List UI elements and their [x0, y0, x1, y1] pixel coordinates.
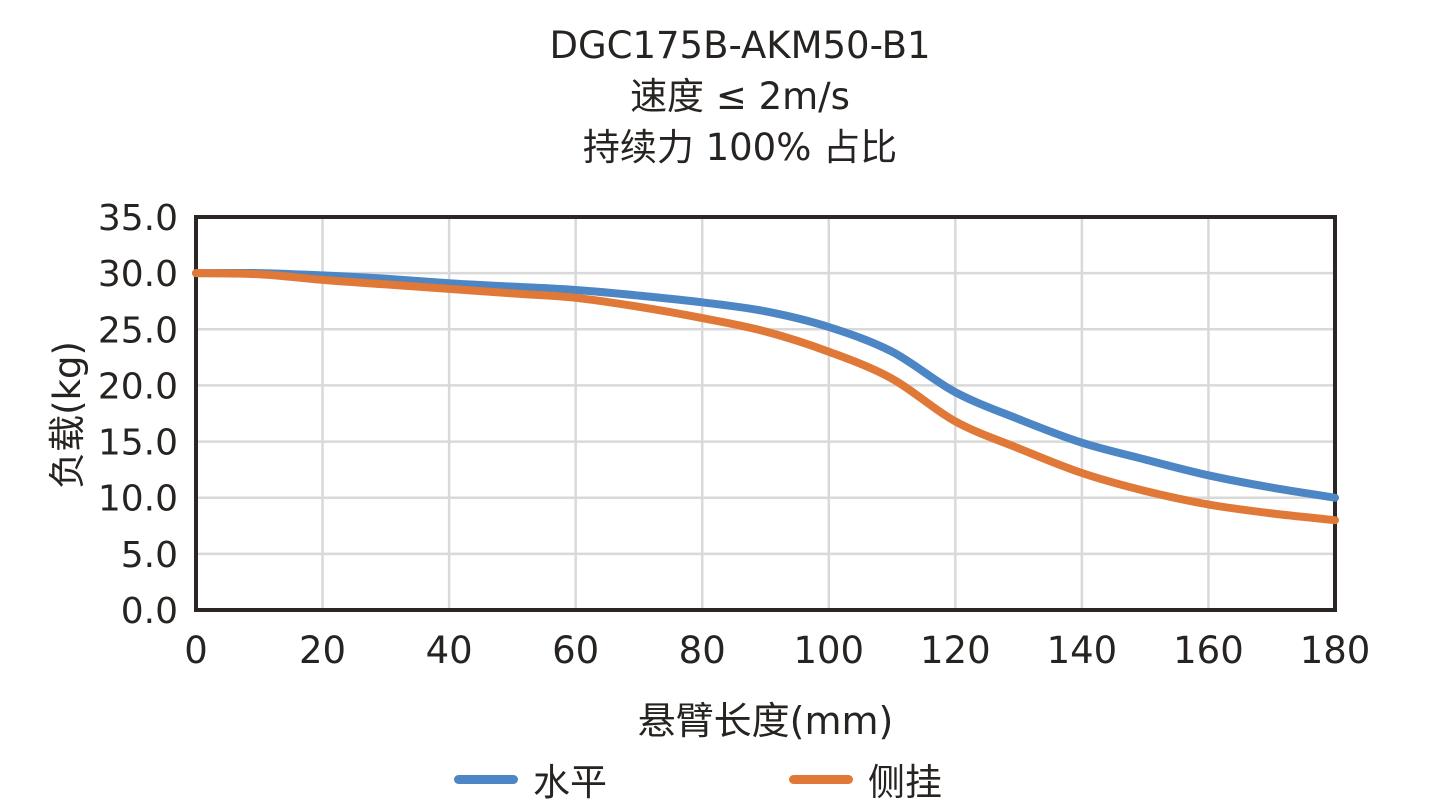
svg-text:0: 0	[184, 629, 208, 672]
svg-text:0.0: 0.0	[121, 591, 178, 632]
legend-item-horizontal: 水平	[454, 752, 607, 806]
svg-text:160: 160	[1173, 629, 1244, 672]
legend-label-side-mount: 侧挂	[868, 761, 942, 804]
legend-item-side-mount: 侧挂	[789, 752, 942, 806]
svg-text:40: 40	[426, 629, 473, 672]
side-mount-series-swatch-icon	[789, 774, 853, 784]
svg-text:30.0: 30.0	[98, 254, 178, 295]
svg-text:25.0: 25.0	[98, 310, 178, 351]
horizontal-series-swatch-icon	[454, 774, 518, 784]
svg-text:35.0: 35.0	[98, 198, 178, 239]
svg-text:20: 20	[299, 629, 346, 672]
load-vs-arm-length-line-chart: 0 20 40 60 80 100 120 140 160 180 0.0 5.0 10.0 15.0 20…	[98, 198, 1371, 672]
svg-text:140: 140	[1047, 629, 1118, 672]
svg-text:80: 80	[679, 629, 726, 672]
svg-text:60: 60	[552, 629, 599, 672]
svg-text:10.0: 10.0	[98, 479, 178, 520]
legend: 水平 侧挂	[0, 752, 1417, 806]
chart-header: DGC175B-AKM50-B1 速度 ≤ 2m/s 持续力 100% 占比	[0, 20, 1438, 173]
svg-text:15.0: 15.0	[98, 423, 178, 464]
svg-text:100: 100	[793, 629, 864, 672]
chart-subtitle-duty: 持续力 100% 占比	[582, 126, 898, 169]
legend-label-horizontal: 水平	[533, 761, 607, 804]
chart-title: DGC175B-AKM50-B1	[549, 24, 931, 67]
svg-text:180: 180	[1300, 629, 1371, 672]
svg-text:120: 120	[920, 629, 991, 672]
svg-text:5.0: 5.0	[121, 535, 178, 576]
y-axis-title: 负载(kg)	[46, 341, 89, 489]
chart-subtitle-speed: 速度 ≤ 2m/s	[630, 75, 850, 118]
svg-text:20.0: 20.0	[98, 366, 178, 407]
x-axis-title: 悬臂长度(mm)	[637, 699, 894, 743]
